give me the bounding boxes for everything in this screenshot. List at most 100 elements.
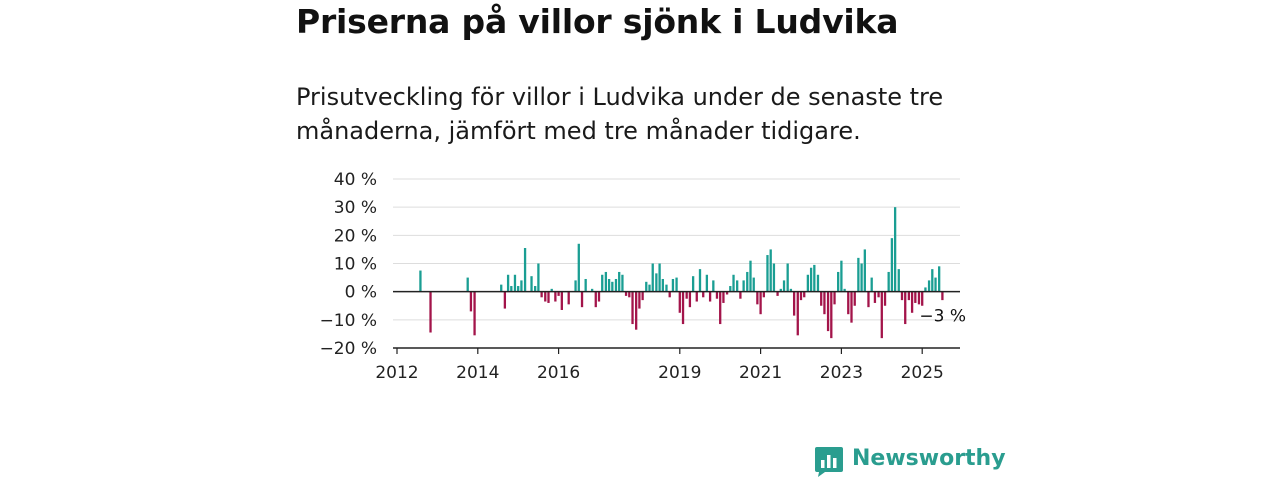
bar	[691, 276, 695, 292]
bar	[931, 269, 934, 292]
y-tick-label: 0 %	[345, 283, 377, 303]
bar	[860, 263, 863, 292]
bar	[897, 269, 900, 292]
bar	[671, 278, 675, 292]
bar	[792, 291, 796, 316]
bar	[705, 274, 709, 292]
bar	[766, 255, 769, 292]
bar	[597, 291, 601, 302]
bar	[503, 291, 507, 309]
bar	[544, 291, 547, 302]
bar	[816, 274, 820, 292]
bar	[567, 291, 570, 305]
bar	[547, 291, 550, 303]
bar	[837, 271, 840, 292]
bar	[921, 291, 924, 306]
bar	[614, 278, 618, 292]
bar	[466, 277, 469, 292]
bar	[540, 291, 543, 298]
bar	[584, 278, 587, 292]
bar	[607, 278, 611, 292]
y-tick-label: 10 %	[334, 255, 377, 275]
bar	[762, 291, 765, 298]
bar	[910, 291, 914, 313]
x-tick-label: 2012	[375, 363, 418, 383]
bar	[806, 274, 810, 292]
bar	[557, 291, 560, 296]
bar	[893, 207, 897, 292]
bar	[782, 280, 786, 292]
last-value-label: −3 %	[919, 307, 966, 327]
y-tick-label: 20 %	[334, 226, 377, 246]
x-tick-label: 2019	[658, 363, 701, 383]
x-tick-label: 2016	[537, 363, 580, 383]
y-tick-label: −10 %	[320, 311, 377, 331]
bar	[510, 286, 513, 292]
bar	[590, 288, 594, 292]
bar	[658, 263, 661, 292]
bar	[857, 257, 860, 292]
bar	[786, 263, 789, 292]
bar	[924, 287, 927, 292]
bar	[883, 291, 887, 306]
bar	[715, 291, 719, 299]
bar	[722, 291, 725, 303]
y-tick-label: 30 %	[334, 198, 377, 218]
bar	[712, 280, 715, 292]
bar	[429, 291, 432, 333]
bar	[473, 291, 476, 336]
bar	[517, 286, 520, 292]
bar	[890, 238, 894, 292]
bar	[577, 243, 580, 292]
bar	[880, 291, 883, 339]
bar	[537, 263, 540, 292]
bar	[628, 291, 631, 298]
bar	[877, 291, 880, 298]
chart-title: Priserna på villor sjönk i Ludvika	[296, 2, 899, 41]
bar	[742, 280, 745, 292]
bar	[611, 281, 614, 292]
bar	[870, 277, 873, 292]
bar	[830, 291, 833, 339]
bar	[813, 264, 816, 292]
bar	[887, 271, 890, 292]
bar	[520, 280, 523, 292]
bar	[826, 291, 830, 332]
brand-name: Newsworthy	[852, 446, 1006, 471]
bar	[645, 281, 648, 292]
bar	[668, 291, 671, 298]
bar	[554, 291, 557, 302]
bar	[638, 291, 641, 309]
bar	[601, 274, 604, 292]
bar	[729, 286, 732, 292]
bar	[708, 291, 712, 302]
bar-chart: 40 % 30 % 20 % 10 % 0 % −10 % −20 % 2012 2014 201…	[320, 170, 966, 383]
bar	[799, 291, 803, 301]
x-tick-label: 2014	[456, 363, 499, 383]
bar	[648, 284, 651, 292]
bar	[469, 291, 473, 312]
bar	[772, 263, 776, 292]
bar	[927, 280, 931, 292]
x-tick-label: 2021	[739, 363, 782, 383]
bar	[695, 291, 698, 302]
bar	[779, 288, 782, 292]
bar	[847, 291, 850, 315]
bar	[685, 291, 688, 299]
bar	[820, 291, 823, 306]
bar	[500, 284, 503, 292]
bar	[594, 291, 597, 308]
bar	[651, 263, 654, 292]
bar	[534, 286, 537, 292]
bar	[759, 291, 762, 315]
bar	[900, 291, 904, 301]
newsworthy-brand: Newsworthy	[814, 446, 1006, 478]
y-tick-label: −20 %	[320, 339, 377, 359]
bar	[725, 291, 729, 295]
bar	[719, 291, 722, 325]
bar	[732, 274, 735, 292]
bar	[914, 291, 917, 303]
bar	[513, 274, 517, 292]
bar	[631, 291, 634, 325]
bar	[769, 249, 772, 292]
